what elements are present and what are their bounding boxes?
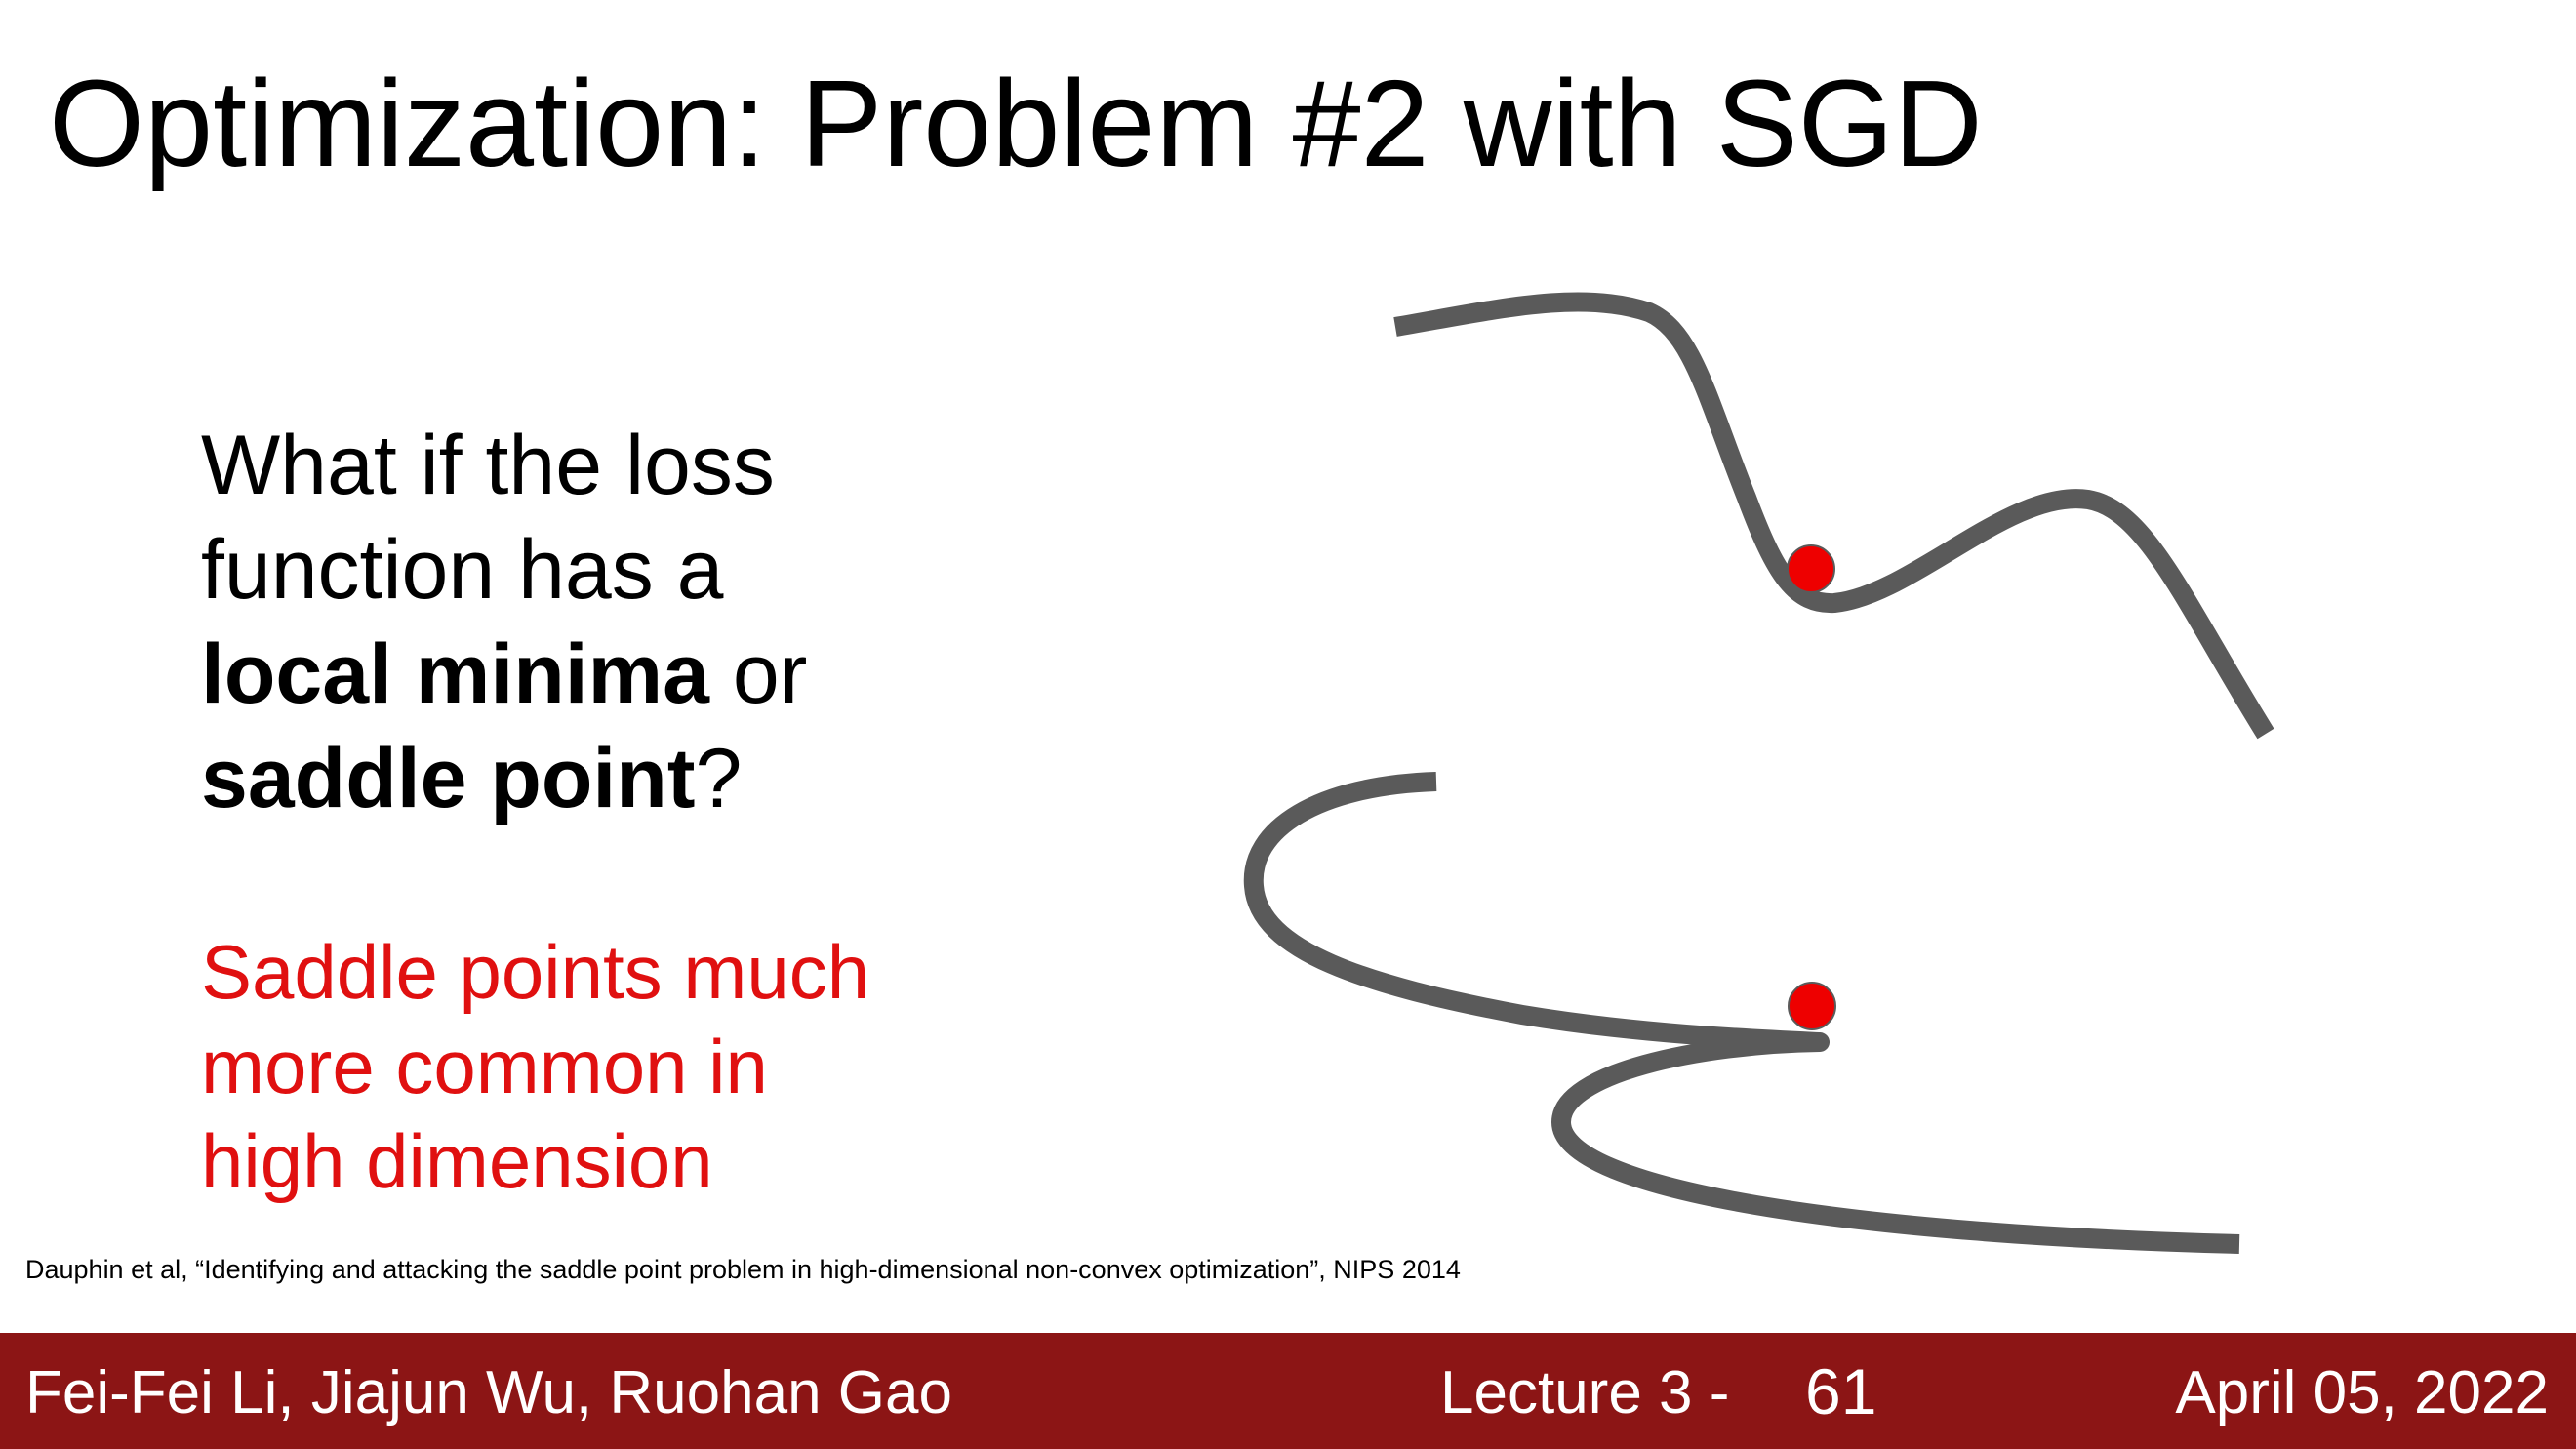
footer-bar: Fei-Fei Li, Jiajun Wu, Ruohan Gao Lectur… <box>0 1333 2576 1449</box>
question-text: What if the loss function has a local mi… <box>201 414 807 831</box>
footer-lecture: Lecture 3 - <box>1440 1359 1730 1427</box>
footer-page-number: 61 <box>1805 1355 1877 1428</box>
question-line-2: function has a <box>201 523 724 617</box>
question-line-4: saddle point? <box>201 727 807 831</box>
question-line-1: What if the loss <box>201 419 775 512</box>
local-minima-ball <box>1787 544 1835 593</box>
local-minima-term: local minima <box>201 627 709 721</box>
question-line-3: local minima or <box>201 623 807 727</box>
slide-title: Optimization: Problem #2 with SGD <box>49 55 1983 192</box>
saddle-point-term: saddle point <box>201 732 696 825</box>
question-mark: ? <box>695 732 743 825</box>
saddle-note: Saddle points much more common in high d… <box>201 925 869 1209</box>
saddle-point-ball <box>1788 982 1836 1030</box>
note-line-2: more common in <box>201 1024 768 1109</box>
saddle-point-curve <box>1243 772 2240 1254</box>
footer-date: April 05, 2022 <box>2175 1359 2549 1427</box>
note-line-3: high dimension <box>201 1118 713 1204</box>
footer-authors: Fei-Fei Li, Jiajun Wu, Ruohan Gao <box>25 1359 952 1427</box>
local-minima-curve <box>1393 292 2274 740</box>
citation: Dauphin et al, “Identifying and attackin… <box>25 1255 1461 1284</box>
note-line-1: Saddle points much <box>201 929 870 1015</box>
question-or: or <box>708 627 808 721</box>
